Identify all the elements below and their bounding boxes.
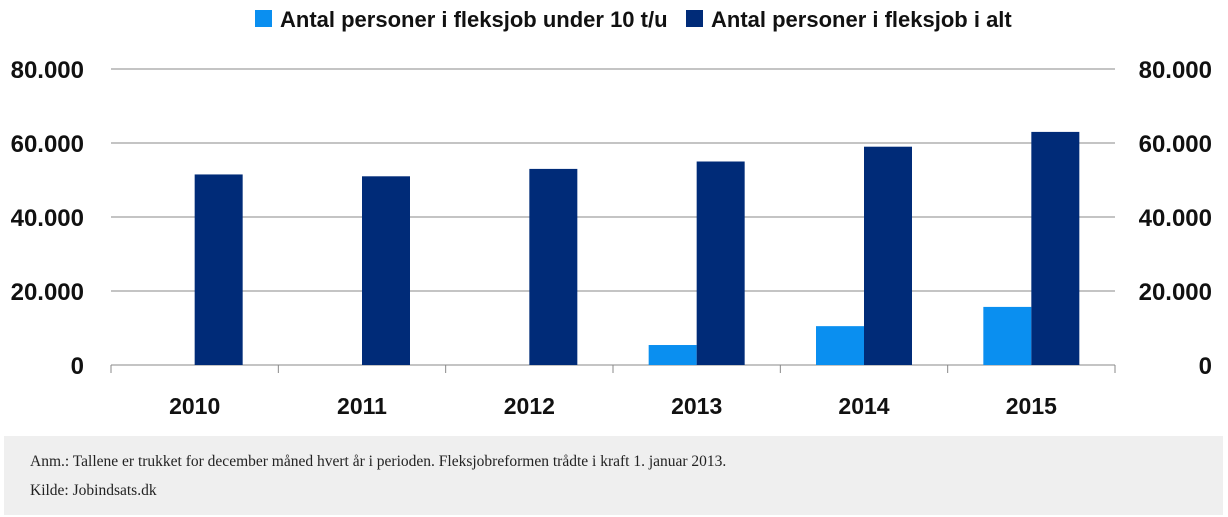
x-tick-label: 2013 — [671, 393, 722, 419]
y-tick-label-left: 80.000 — [11, 57, 84, 84]
y-tick-label-left: 20.000 — [11, 279, 84, 306]
bar-under-10-2015 — [983, 306, 1032, 365]
bar-chart: Antal personer i fleksjob under 10 t/u An… — [11, 7, 1212, 419]
legend-swatch — [255, 10, 272, 27]
footnote: Anm.: Tallene er trukket for december må… — [30, 453, 727, 470]
legend-label: Antal personer i fleksjob under 10 t/u — [280, 7, 668, 32]
legend-swatch — [686, 10, 703, 27]
x-tick-label: 2010 — [169, 393, 220, 419]
bar-total-2015 — [1031, 131, 1080, 365]
y-tick-label-left: 0 — [71, 353, 84, 380]
bar-total-2011 — [362, 176, 410, 365]
x-tick-label: 2014 — [838, 393, 889, 419]
y-tick-label-left: 40.000 — [11, 205, 84, 232]
y-tick-label-right: 60.000 — [1139, 131, 1212, 158]
source-note: Kilde: Jobindsats.dk — [30, 482, 157, 499]
legend: Antal personer i fleksjob under 10 t/u An… — [255, 7, 1012, 32]
gridlines — [111, 68, 1115, 366]
y-tick-label-right: 80.000 — [1139, 57, 1212, 84]
bar-under-10-2014 — [816, 326, 864, 365]
x-tick-label: 2015 — [1006, 393, 1057, 419]
x-axis: 2010 2011 2012 2013 2014 2015 — [110, 365, 1116, 419]
bar-total-2012 — [529, 168, 578, 365]
bar-under-10-2013 — [648, 345, 697, 365]
y-tick-label-left: 60.000 — [11, 131, 84, 158]
y-tick-label-right: 0 — [1199, 353, 1212, 380]
x-tick-label: 2012 — [504, 393, 555, 419]
x-tick-label: 2011 — [337, 393, 387, 419]
chart-footer: Anm.: Tallene er trukket for december må… — [4, 436, 1223, 515]
bar-total-2014 — [864, 146, 912, 365]
legend-label: Antal personer i fleksjob i alt — [711, 7, 1012, 32]
bars — [194, 131, 1080, 365]
y-tick-label-right: 20.000 — [1139, 279, 1212, 306]
y-tick-label-right: 40.000 — [1139, 205, 1212, 232]
bar-total-2013 — [696, 161, 745, 365]
left-y-axis: 0 20.000 40.000 60.000 80.000 — [11, 57, 84, 380]
bar-total-2010 — [194, 174, 243, 365]
right-y-axis: 0 20.000 40.000 60.000 80.000 — [1139, 57, 1212, 380]
